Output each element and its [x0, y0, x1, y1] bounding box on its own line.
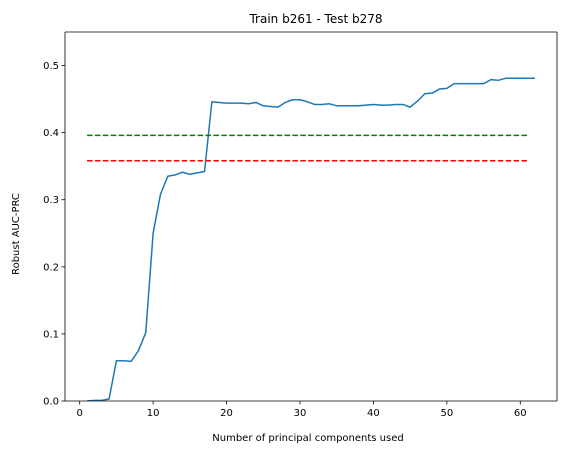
x-tick-label: 60	[514, 408, 527, 419]
series-line-blue	[86, 77, 535, 401]
y-tick-label: 0.1	[43, 329, 59, 340]
y-tick-label: 0.4	[43, 128, 59, 139]
y-tick-label: 0.5	[43, 61, 59, 72]
x-tick-label: 20	[220, 408, 233, 419]
y-tick-label: 0.2	[43, 262, 59, 273]
x-tick-label: 0	[76, 408, 82, 419]
x-tick-label: 40	[367, 408, 380, 419]
chart-title: Train b261 - Test b278	[248, 12, 382, 26]
x-tick-label: 50	[440, 408, 453, 419]
x-tick-label: 30	[294, 408, 307, 419]
x-axis-label: Number of principal components used	[212, 433, 403, 444]
y-tick-label: 0.3	[43, 195, 59, 206]
y-tick-label: 0.0	[43, 397, 59, 408]
x-tick-label: 10	[147, 408, 160, 419]
y-axis-label: Robust AUC-PRC	[11, 193, 22, 275]
plot-area: 0 10 20 30 40 50 60 0.0 0.1 0.2 0.3 0.4 0.5	[43, 31, 558, 419]
